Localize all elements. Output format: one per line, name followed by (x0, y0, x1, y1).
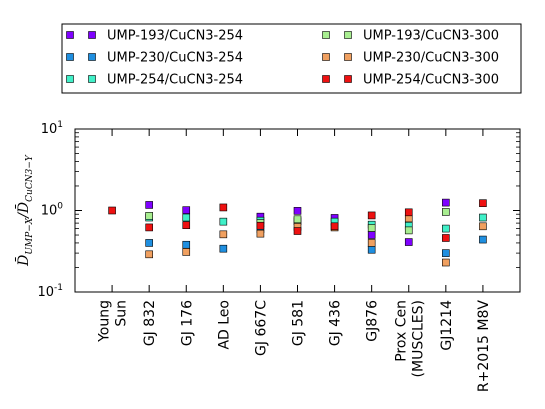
data-point (293, 215, 302, 224)
data-point (182, 206, 191, 214)
legend-item: UMP-254/CuCN3-254 (66, 73, 243, 88)
x-tick-label: GJ 667C (253, 300, 269, 356)
x-axis-ticks: YoungSun GJ 832 GJ 176 AD Leo GJ 667C GJ 581 G… (97, 129, 492, 392)
legend-item: UMP-230/CuCN3-300 (322, 51, 499, 66)
legend-item: UMP-254/CuCN3-300 (322, 73, 499, 88)
legend-marker (344, 53, 352, 61)
legend-item: UMP-230/CuCN3-254 (66, 51, 243, 66)
y-tick-label: 10-1 (37, 283, 63, 300)
legend-item: UMP-193/CuCN3-300 (322, 29, 499, 44)
data-point (442, 224, 450, 233)
data-point (442, 198, 450, 207)
data-point (367, 211, 376, 220)
x-tick-label: R+2015 M8V (476, 300, 492, 393)
legend-label: UMP-254/CuCN3-300 (363, 73, 499, 88)
data-point (219, 244, 228, 253)
data-point (330, 222, 339, 231)
data-point (442, 208, 450, 216)
legend-marker (344, 31, 352, 39)
legend: UMP-193/CuCN3-254 UMP-230/CuCN3-254 UMP-25… (61, 23, 522, 94)
data-point (442, 249, 450, 257)
data-point (367, 245, 376, 254)
data-point (442, 234, 450, 242)
x-tick-label: GJ 176 (179, 300, 195, 346)
data-point (442, 258, 450, 267)
legend-marker (66, 31, 74, 39)
data-point (367, 239, 376, 247)
x-tick-label: YoungSun (97, 300, 130, 343)
legend-item: UMP-193/CuCN3-254 (66, 29, 243, 44)
data-point (145, 212, 153, 220)
x-tick-label: GJ 581 (291, 300, 307, 346)
legend-marker (66, 53, 74, 61)
legend-marker (88, 31, 96, 39)
x-tick-label: GJ 832 (142, 300, 158, 346)
legend-label: UMP-254/CuCN3-254 (107, 73, 243, 88)
legend-label: UMP-193/CuCN3-254 (107, 29, 243, 44)
data-point (479, 199, 487, 207)
y-tick-label: 101 (41, 120, 63, 137)
x-tick-label: AD Leo (216, 300, 232, 350)
data-point (145, 223, 153, 232)
data-point (404, 238, 413, 246)
data-point (479, 235, 487, 244)
data-point (479, 213, 487, 222)
data-point (367, 231, 376, 239)
x-tick-label: Prox Cen(MUSCLES) (393, 300, 426, 377)
legend-label: UMP-230/CuCN3-300 (363, 51, 499, 66)
legend-frame (61, 23, 522, 94)
data-point (256, 221, 265, 230)
legend-marker (322, 31, 330, 39)
data-point (404, 226, 413, 235)
data-point (293, 227, 302, 235)
y-axis-label-text: D̄UMP−X/D̄CuCN3−Y (14, 154, 35, 267)
legend-marker (66, 75, 74, 83)
legend-label: UMP-193/CuCN3-300 (363, 29, 499, 44)
legend-marker (322, 75, 330, 83)
data-point (182, 240, 191, 249)
x-tick-label: GJ1214 (439, 300, 455, 351)
y-axis-label: D̄UMP−X/D̄CuCN3−Y (14, 154, 35, 267)
x-tick-label: GJ 436 (328, 300, 344, 346)
legend-marker (344, 75, 352, 83)
legend-label: UMP-230/CuCN3-254 (107, 51, 243, 66)
data-point (145, 250, 153, 259)
data-point (367, 224, 376, 232)
data-point (182, 213, 191, 222)
data-point (182, 248, 191, 256)
legend-marker (322, 53, 330, 61)
x-tick-label: GJ876 (365, 300, 381, 342)
data-point (219, 230, 228, 239)
data-point (145, 239, 153, 247)
y-tick-label: 100 (41, 202, 64, 219)
data-point (256, 229, 265, 238)
data-point (145, 201, 153, 209)
data-point (108, 206, 116, 215)
data-point (404, 208, 413, 217)
data-point (182, 221, 191, 230)
data-point (479, 222, 487, 231)
data-point (219, 203, 228, 212)
legend-marker (88, 75, 96, 83)
data-point (219, 217, 228, 226)
data-point (293, 207, 302, 215)
data-markers (108, 198, 487, 267)
y-axis-ticks: 10-1 100 101 (37, 120, 520, 300)
legend-marker (88, 53, 96, 61)
